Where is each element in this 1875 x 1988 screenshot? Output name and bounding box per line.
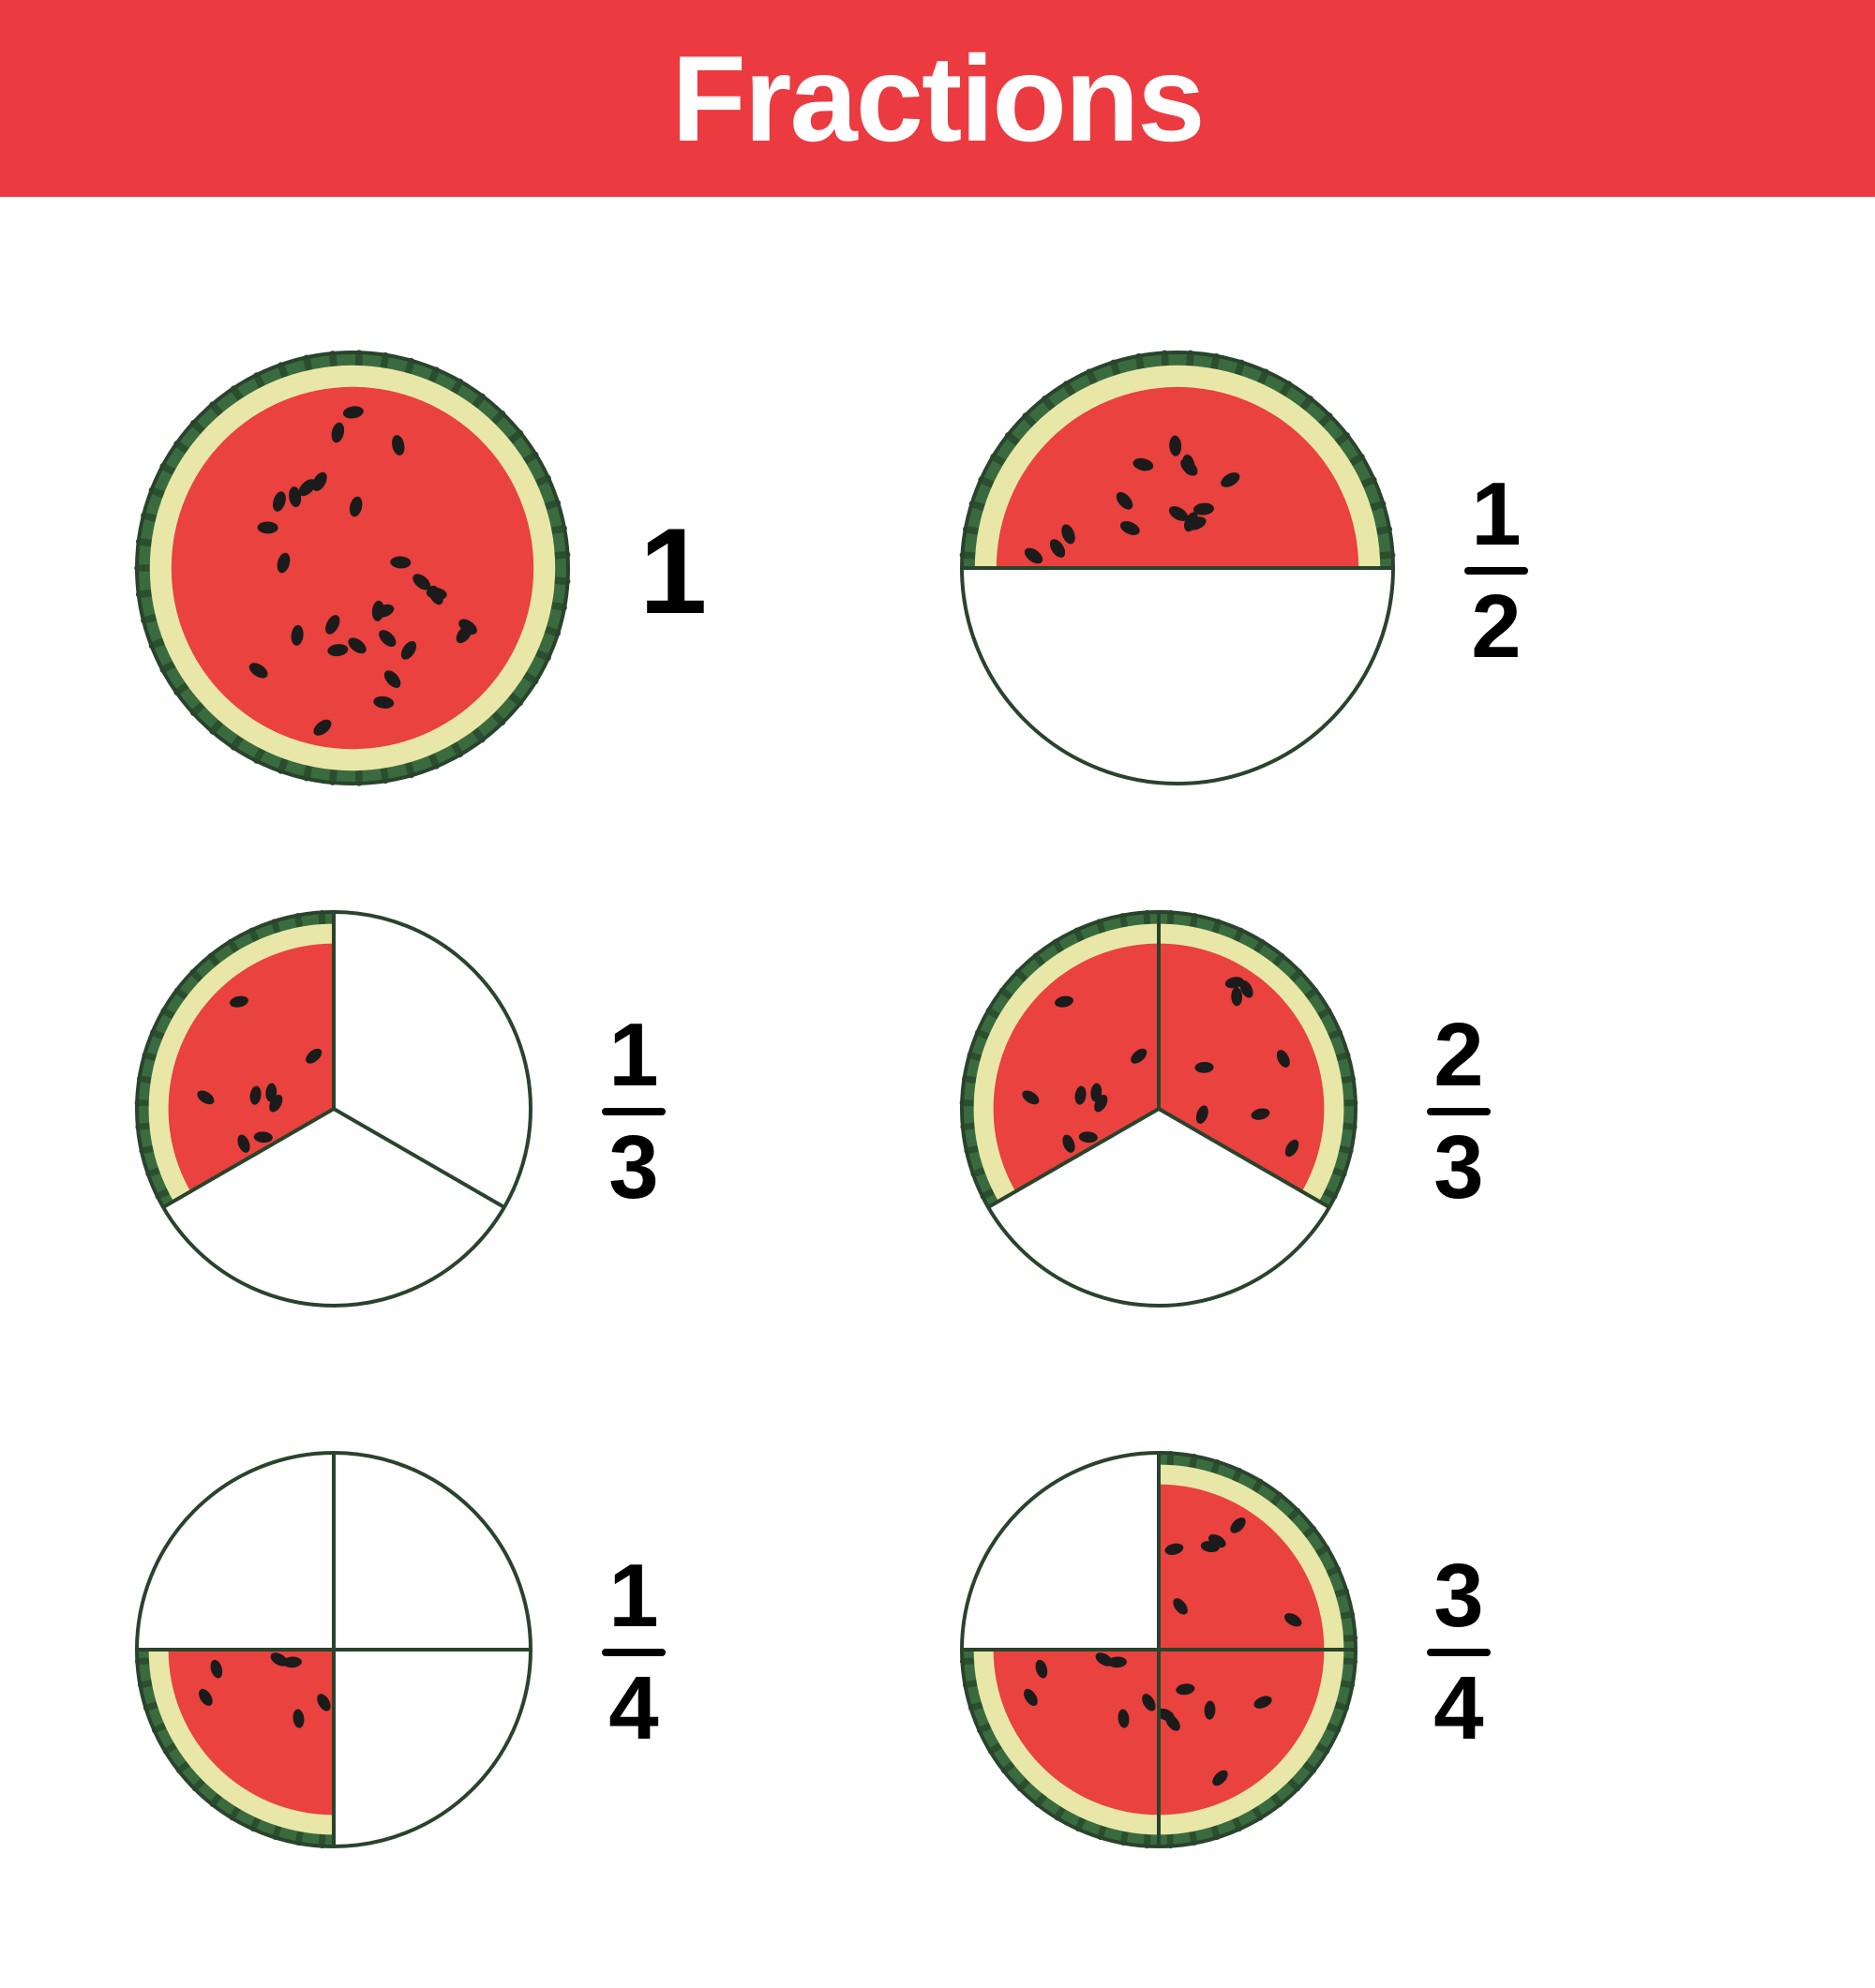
- fraction-numerator: 3: [1433, 1549, 1483, 1643]
- fraction-pie-one-third: [131, 906, 536, 1311]
- fraction-cell-one-quarter: 14: [131, 1428, 919, 1876]
- fraction-cell-one-third: 13: [131, 888, 919, 1335]
- fraction-pie-whole-1: [131, 347, 574, 789]
- fraction-numerator: 2: [1433, 1009, 1483, 1102]
- fraction-bar: [1427, 1649, 1491, 1656]
- fraction-denominator: 3: [1433, 1121, 1483, 1215]
- fractions-grid: 11213231434: [0, 197, 1875, 1988]
- fraction-cell-three-quarters: 34: [956, 1428, 1744, 1876]
- fraction-bar: [1464, 567, 1528, 575]
- fraction-numerator: 1: [608, 1009, 658, 1102]
- fraction-label-one-third: 13: [602, 1009, 666, 1215]
- fraction-label-two-thirds: 23: [1427, 1009, 1491, 1215]
- title-banner: Fractions: [0, 0, 1875, 197]
- fraction-pie-half: [956, 347, 1399, 789]
- fraction-numerator: 1: [608, 1549, 658, 1643]
- fraction-denominator: 4: [608, 1662, 658, 1756]
- fraction-denominator: 3: [608, 1121, 658, 1215]
- fraction-numerator: 1: [1471, 468, 1521, 561]
- fraction-cell-half: 12: [956, 347, 1744, 794]
- fraction-denominator: 2: [1471, 580, 1521, 674]
- pie-wrap: [956, 1447, 1361, 1857]
- pie-wrap: [131, 906, 536, 1316]
- fraction-pie-two-thirds: [956, 906, 1361, 1311]
- pie-wrap: [956, 906, 1361, 1316]
- pie-wrap: [956, 347, 1399, 794]
- fraction-denominator: 4: [1433, 1662, 1483, 1756]
- fraction-label-three-quarters: 34: [1427, 1549, 1491, 1756]
- fraction-pie-three-quarters: [956, 1447, 1361, 1852]
- fraction-pie-one-quarter: [131, 1447, 536, 1852]
- fraction-cell-whole-1: 1: [131, 347, 919, 794]
- page-title: Fractions: [671, 28, 1203, 169]
- pie-wrap: [131, 347, 574, 794]
- fraction-label-whole-1: 1: [639, 501, 707, 641]
- fraction-bar: [602, 1649, 666, 1656]
- fraction-cell-two-thirds: 23: [956, 888, 1744, 1335]
- fraction-label-half: 12: [1464, 468, 1528, 674]
- fraction-bar: [1427, 1108, 1491, 1115]
- pie-wrap: [131, 1447, 536, 1857]
- fraction-label-one-quarter: 14: [602, 1549, 666, 1756]
- fraction-bar: [602, 1108, 666, 1115]
